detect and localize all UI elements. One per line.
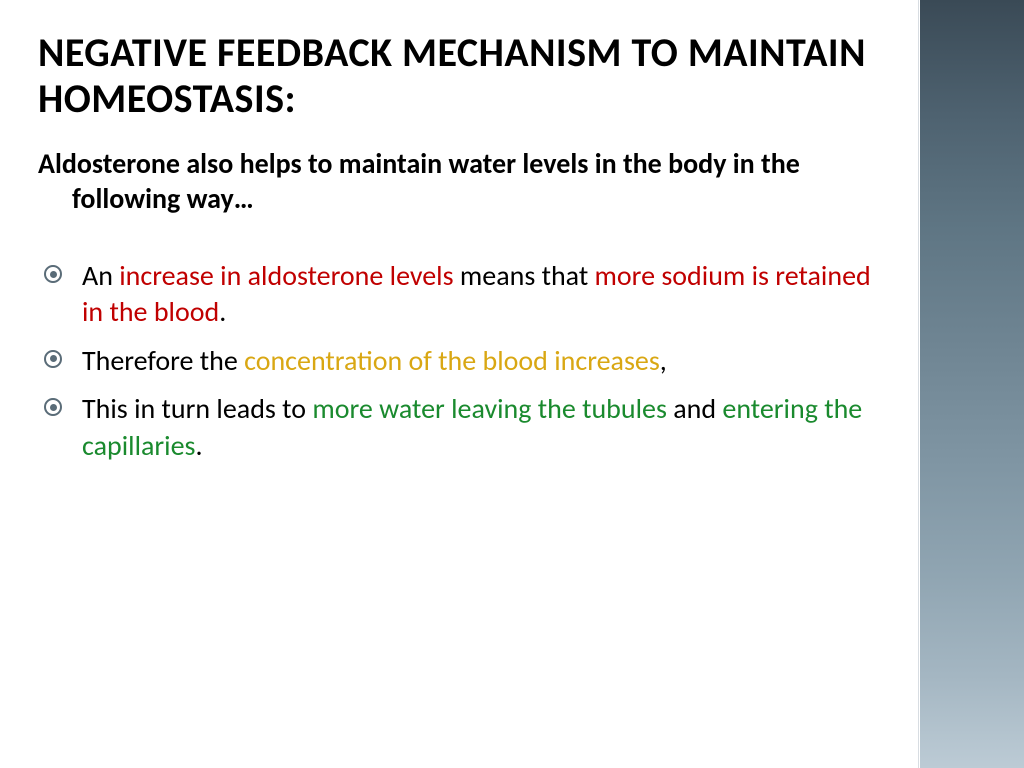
intro-text: Aldosterone also helps to maintain water… [38,146,880,216]
bullet-item-2: Therefore the concentration of the blood… [38,343,880,379]
bullet-item-1: An increase in aldosterone levels means … [38,258,880,331]
bullet-text: Therefore the concentration of the blood… [82,343,667,378]
bullet-text: This in turn leads to more water leaving… [82,391,862,462]
slide-content: NEGATIVE FEEDBACK MECHANISM TO MAINTAIN … [0,0,920,768]
bullet-target-icon [44,265,62,283]
side-gradient-bar [920,0,1024,768]
bullet-text: An increase in aldosterone levels means … [82,258,871,329]
bullet-list: An increase in aldosterone levels means … [38,258,880,464]
bullet-target-icon [44,350,62,368]
bullet-target-icon [44,398,62,416]
intro-text-span: Aldosterone also helps to maintain water… [38,146,880,216]
slide-title: NEGATIVE FEEDBACK MECHANISM TO MAINTAIN … [38,30,880,122]
bullet-item-3: This in turn leads to more water leaving… [38,391,880,464]
